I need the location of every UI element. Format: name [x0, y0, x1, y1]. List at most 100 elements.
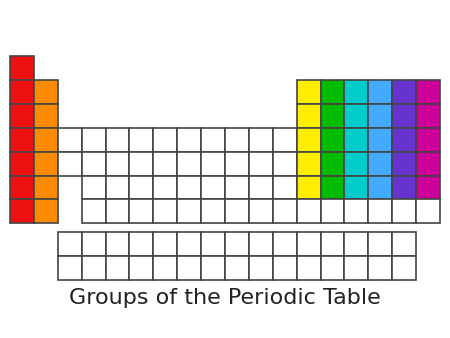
- Bar: [369, 152, 392, 175]
- Bar: [201, 152, 225, 175]
- Bar: [201, 232, 225, 256]
- Bar: [225, 232, 249, 256]
- Bar: [416, 104, 440, 128]
- Bar: [201, 256, 225, 280]
- Bar: [177, 199, 201, 223]
- Bar: [130, 232, 153, 256]
- Text: Groups of the Periodic Table: Groups of the Periodic Table: [69, 288, 381, 308]
- Bar: [369, 256, 392, 280]
- Bar: [392, 256, 416, 280]
- Bar: [392, 152, 416, 175]
- Bar: [273, 175, 297, 199]
- Bar: [177, 232, 201, 256]
- Bar: [130, 128, 153, 152]
- Bar: [249, 128, 273, 152]
- Bar: [10, 104, 34, 128]
- Bar: [344, 152, 369, 175]
- Bar: [153, 232, 177, 256]
- Bar: [369, 232, 392, 256]
- Bar: [201, 199, 225, 223]
- Bar: [344, 104, 369, 128]
- Bar: [369, 104, 392, 128]
- Bar: [369, 128, 392, 152]
- Bar: [58, 256, 81, 280]
- Bar: [58, 152, 81, 175]
- Bar: [106, 175, 130, 199]
- Bar: [320, 199, 344, 223]
- Bar: [273, 128, 297, 152]
- Bar: [10, 80, 34, 104]
- Bar: [273, 152, 297, 175]
- Bar: [369, 175, 392, 199]
- Bar: [344, 80, 369, 104]
- Bar: [81, 232, 106, 256]
- Bar: [34, 80, 58, 104]
- Bar: [106, 152, 130, 175]
- Bar: [297, 199, 320, 223]
- Bar: [81, 256, 106, 280]
- Bar: [344, 128, 369, 152]
- Bar: [320, 175, 344, 199]
- Bar: [130, 256, 153, 280]
- Bar: [297, 152, 320, 175]
- Bar: [153, 256, 177, 280]
- Bar: [344, 256, 369, 280]
- Bar: [130, 175, 153, 199]
- Bar: [34, 128, 58, 152]
- Bar: [225, 199, 249, 223]
- Bar: [369, 199, 392, 223]
- Bar: [34, 152, 58, 175]
- Bar: [344, 232, 369, 256]
- Bar: [130, 152, 153, 175]
- Bar: [297, 175, 320, 199]
- Bar: [344, 199, 369, 223]
- Bar: [10, 128, 34, 152]
- Bar: [106, 256, 130, 280]
- Bar: [225, 152, 249, 175]
- Bar: [153, 175, 177, 199]
- Bar: [81, 199, 106, 223]
- Bar: [320, 152, 344, 175]
- Bar: [392, 128, 416, 152]
- Bar: [320, 232, 344, 256]
- Bar: [153, 128, 177, 152]
- Bar: [297, 80, 320, 104]
- Bar: [106, 128, 130, 152]
- Bar: [416, 152, 440, 175]
- Bar: [106, 199, 130, 223]
- Bar: [225, 128, 249, 152]
- Bar: [81, 128, 106, 152]
- Bar: [81, 175, 106, 199]
- Bar: [58, 232, 81, 256]
- Bar: [249, 232, 273, 256]
- Bar: [177, 175, 201, 199]
- Bar: [297, 104, 320, 128]
- Bar: [416, 175, 440, 199]
- Bar: [177, 128, 201, 152]
- Bar: [416, 199, 440, 223]
- Bar: [320, 256, 344, 280]
- Bar: [249, 152, 273, 175]
- Bar: [392, 104, 416, 128]
- Bar: [153, 199, 177, 223]
- Bar: [225, 175, 249, 199]
- Bar: [344, 175, 369, 199]
- Bar: [416, 80, 440, 104]
- Bar: [106, 232, 130, 256]
- Bar: [416, 128, 440, 152]
- Bar: [153, 152, 177, 175]
- Bar: [10, 152, 34, 175]
- Bar: [34, 104, 58, 128]
- Bar: [297, 128, 320, 152]
- Bar: [81, 152, 106, 175]
- Bar: [34, 175, 58, 199]
- Bar: [249, 175, 273, 199]
- Bar: [320, 104, 344, 128]
- Bar: [130, 199, 153, 223]
- Bar: [177, 256, 201, 280]
- Bar: [273, 199, 297, 223]
- Bar: [273, 256, 297, 280]
- Bar: [201, 175, 225, 199]
- Bar: [392, 232, 416, 256]
- Bar: [34, 199, 58, 223]
